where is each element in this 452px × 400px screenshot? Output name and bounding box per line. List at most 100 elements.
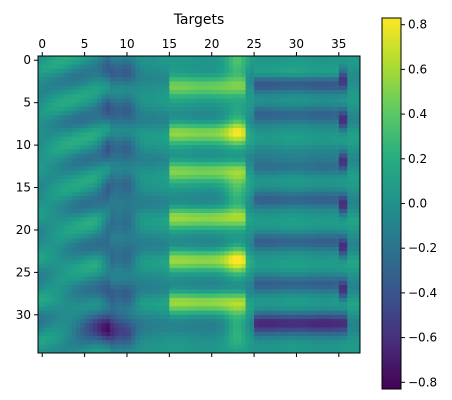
heatmap-cell [203, 94, 208, 99]
heatmap-cell [228, 94, 234, 99]
heatmap-cell [143, 68, 149, 74]
heatmap-cell [287, 170, 293, 176]
heatmap-cell [80, 289, 86, 294]
heatmap-cell [93, 136, 98, 142]
heatmap-cell [118, 60, 124, 65]
heatmap-cell [190, 157, 196, 163]
heatmap-cell [165, 98, 170, 104]
heatmap-cell [211, 98, 217, 104]
heatmap-cell [131, 170, 136, 176]
heatmap-cell [88, 263, 94, 269]
heatmap-cell [135, 102, 141, 108]
heatmap-cell [321, 170, 327, 176]
heatmap-cell [199, 64, 204, 70]
heatmap-cell [88, 115, 94, 121]
heatmap-cell [84, 115, 90, 121]
heatmap-cell [156, 208, 162, 214]
heatmap-cell [271, 64, 276, 70]
heatmap-cell [220, 123, 225, 129]
heatmap-cell [207, 234, 213, 239]
heatmap-cell [80, 60, 86, 65]
heatmap-cell [199, 263, 204, 269]
heatmap-cell [309, 153, 314, 159]
heatmap-cell [177, 323, 183, 328]
heatmap-cell [211, 132, 217, 138]
heatmap-cell [321, 234, 327, 239]
heatmap-cell [249, 145, 255, 150]
heatmap-cell [160, 153, 166, 159]
heatmap-cell [169, 89, 174, 95]
heatmap-cell [203, 323, 208, 328]
heatmap-cell [46, 123, 52, 129]
heatmap-cell [42, 153, 47, 159]
heatmap-cell [300, 229, 306, 235]
heatmap-cell [114, 132, 119, 138]
heatmap-cell [355, 85, 360, 91]
heatmap-cell [228, 85, 234, 91]
heatmap-cell [165, 327, 170, 333]
heatmap-cell [101, 306, 107, 311]
heatmap-cell [131, 140, 136, 146]
heatmap-cell [203, 89, 208, 95]
heatmap-cell [80, 263, 86, 269]
heatmap-cell [160, 297, 166, 303]
heatmap-cell [110, 259, 115, 265]
heatmap-cell [313, 72, 319, 78]
heatmap-cell [207, 255, 213, 261]
heatmap-cell [287, 255, 293, 261]
heatmap-cell [232, 234, 238, 239]
heatmap-cell [224, 174, 230, 180]
heatmap-cell [67, 217, 73, 222]
heatmap-cell [76, 170, 81, 176]
heatmap-cell [110, 208, 115, 214]
heatmap-cell [266, 276, 272, 282]
heatmap-cell [110, 255, 115, 261]
heatmap-cell [343, 306, 348, 311]
heatmap-cell [135, 280, 141, 286]
heatmap-cell [173, 64, 179, 70]
heatmap-cell [63, 162, 69, 167]
heatmap-cell [215, 81, 221, 87]
heatmap-cell [160, 115, 166, 121]
heatmap-cell [105, 255, 111, 261]
heatmap-cell [42, 208, 47, 214]
heatmap-cell [271, 331, 276, 337]
heatmap-cell [88, 174, 94, 180]
heatmap-cell [148, 85, 153, 91]
heatmap-cell [224, 297, 230, 303]
heatmap-cell [258, 166, 263, 171]
heatmap-cell [122, 81, 128, 87]
heatmap-cell [110, 149, 115, 154]
heatmap-cell [88, 149, 94, 154]
heatmap-cell [59, 331, 64, 337]
heatmap-cell [215, 289, 221, 294]
heatmap-cell [283, 64, 289, 70]
heatmap-cell [67, 119, 73, 125]
heatmap-cell [76, 85, 81, 91]
heatmap-cell [275, 238, 280, 244]
heatmap-cell [241, 64, 247, 70]
heatmap-cell [321, 64, 327, 70]
heatmap-cell [203, 136, 208, 142]
heatmap-cell [207, 157, 213, 163]
heatmap-cell [105, 327, 111, 333]
heatmap-cell [101, 119, 107, 125]
heatmap-cell [249, 204, 255, 210]
heatmap-cell [126, 174, 132, 180]
heatmap-cell [42, 149, 47, 154]
heatmap-cell [131, 302, 136, 307]
heatmap-cell [97, 272, 102, 278]
heatmap-cell [80, 81, 86, 87]
heatmap-cell [321, 81, 327, 87]
heatmap-cell [110, 238, 115, 244]
heatmap-cell [50, 212, 56, 218]
heatmap-cell [249, 157, 255, 163]
heatmap-cell [313, 323, 319, 328]
heatmap-cell [143, 132, 149, 138]
heatmap-cell [84, 251, 90, 256]
heatmap-cell [211, 200, 217, 205]
heatmap-cell [207, 166, 213, 171]
heatmap-cell [330, 179, 335, 184]
heatmap-cell [220, 89, 225, 95]
heatmap-cell [135, 85, 141, 91]
